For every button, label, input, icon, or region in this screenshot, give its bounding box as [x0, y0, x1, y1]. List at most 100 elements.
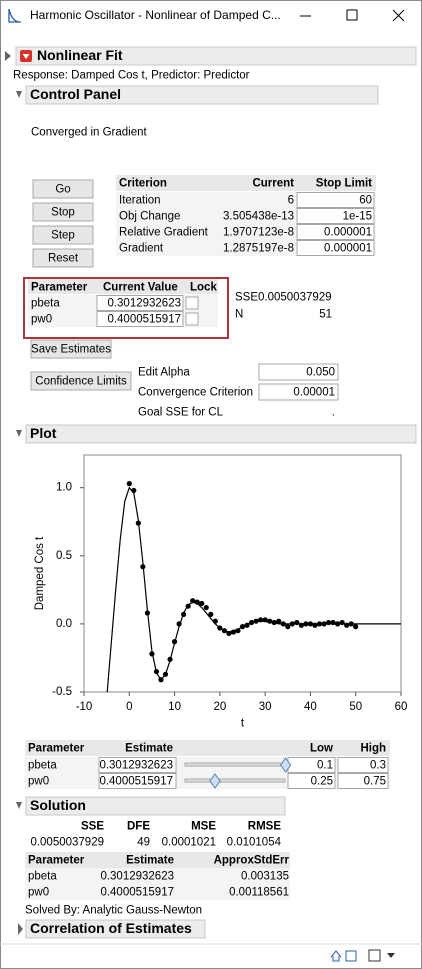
table-header-bg	[116, 175, 376, 191]
data-point	[316, 621, 323, 627]
lock-checkbox[interactable]	[185, 312, 199, 326]
button-label: Go	[55, 184, 70, 196]
button[interactable]	[30, 339, 112, 359]
column-header: RMSE	[248, 821, 282, 833]
lock-checkbox[interactable]	[185, 296, 199, 310]
option-label: Convergence Criterion	[138, 387, 253, 399]
table-cell: 0.4000515917	[107, 314, 181, 326]
option-label: Goal SSE for CL	[138, 407, 224, 419]
input-box[interactable]	[98, 773, 177, 789]
input-box[interactable]	[287, 773, 336, 789]
input-box[interactable]	[337, 773, 389, 789]
stat-label: SSE	[235, 292, 258, 304]
disclosure-icon[interactable]	[16, 430, 22, 437]
data-point	[298, 622, 304, 628]
input-box[interactable]	[98, 757, 177, 773]
section-title: Solution	[30, 797, 86, 813]
disclosure-icon[interactable]	[5, 51, 11, 61]
status-text: Converged in Gradient	[31, 127, 148, 139]
disclosure-icon[interactable]	[16, 802, 22, 809]
input-box[interactable]	[296, 192, 375, 208]
table-cell: 60	[359, 195, 372, 207]
slider-track	[184, 778, 286, 783]
data-point	[140, 564, 146, 570]
title-bar: Harmonic Oscillator - Nonlinear of Dampe…	[8, 8, 405, 23]
button-label: Stop	[51, 207, 75, 219]
option-value: 0.00001	[293, 387, 335, 399]
data-point	[126, 481, 132, 487]
table-cell: 49	[137, 837, 150, 849]
solved-by: Solved By: Analytic Gauss-Newton	[25, 905, 202, 917]
data-point	[276, 618, 282, 624]
dropdown-icon[interactable]	[387, 953, 395, 958]
column-header: ApproxStdErr	[214, 855, 290, 867]
input-box[interactable]	[296, 224, 375, 240]
report-title: Nonlinear Fit	[37, 47, 123, 63]
button[interactable]	[32, 202, 94, 222]
plot-frame	[83, 454, 402, 693]
column-header: Current Value	[103, 282, 178, 294]
table-cell: 0.3012932623	[100, 871, 174, 883]
data-point	[330, 619, 336, 626]
x-tick-label: 20	[213, 701, 226, 713]
data-point	[280, 621, 286, 627]
data-point	[321, 621, 327, 627]
input-box[interactable]	[296, 208, 375, 224]
disclosure-icon[interactable]	[18, 923, 23, 935]
column-header: Current	[252, 178, 294, 190]
section-title: Correlation of Estimates	[30, 920, 192, 936]
table-cell: 6	[288, 195, 294, 207]
input-box[interactable]	[296, 240, 375, 256]
data-point	[176, 621, 182, 627]
table-cell: pw0	[31, 314, 52, 326]
highlight-box	[23, 277, 229, 339]
input-box[interactable]	[337, 757, 389, 773]
disclosure-icon[interactable]	[16, 91, 22, 98]
data-point	[244, 622, 250, 628]
data-point	[339, 619, 345, 626]
button[interactable]	[32, 225, 94, 245]
data-point	[307, 621, 314, 627]
column-header: Estimate	[126, 855, 174, 867]
maximize-button[interactable]	[346, 9, 358, 21]
app-icon	[8, 8, 21, 23]
table-icon[interactable]	[345, 950, 357, 962]
x-tick-label: 30	[259, 701, 272, 713]
button[interactable]	[32, 248, 94, 268]
data-point	[194, 599, 200, 605]
data-point	[185, 603, 191, 609]
slider-thumb[interactable]	[280, 757, 292, 773]
slider-thumb[interactable]	[209, 773, 221, 789]
table-cell: 0.000001	[324, 227, 372, 239]
input-box[interactable]	[96, 311, 184, 327]
checkbox[interactable]	[368, 949, 381, 962]
input-box[interactable]	[258, 363, 339, 381]
button[interactable]	[30, 371, 132, 391]
menu-glyph	[22, 54, 30, 59]
data-point	[135, 520, 141, 526]
input-box[interactable]	[258, 383, 339, 401]
outline-header	[25, 796, 286, 816]
column-header: DFE	[127, 821, 150, 833]
data-point	[344, 622, 350, 628]
table-header-bg	[25, 852, 290, 868]
outline-header	[15, 46, 417, 66]
data-point	[190, 598, 196, 604]
data-point	[217, 625, 223, 631]
column-header: Criterion	[119, 178, 167, 190]
button[interactable]	[32, 179, 94, 199]
column-header: Low	[310, 743, 333, 755]
column-header: Stop Limit	[316, 178, 372, 190]
x-tick-label: 60	[395, 701, 408, 713]
y-tick-label: 1.0	[56, 482, 72, 494]
data-point	[312, 622, 318, 628]
close-button[interactable]	[392, 9, 405, 22]
table-cell: 0.000001	[324, 243, 372, 255]
column-header: Lock	[190, 282, 217, 294]
input-box[interactable]	[96, 295, 184, 311]
data-point	[221, 628, 227, 634]
column-header: Parameter	[28, 743, 85, 755]
home-icon[interactable]	[330, 950, 342, 962]
data-point	[235, 628, 241, 634]
table-cell: 0.25	[311, 776, 333, 788]
